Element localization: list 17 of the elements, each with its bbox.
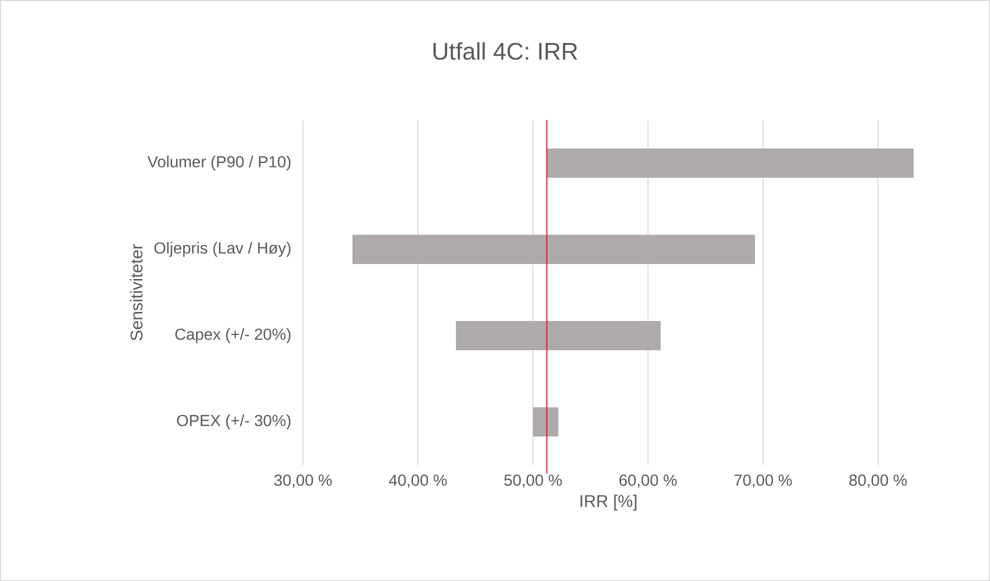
- bar: [533, 407, 558, 437]
- y-axis-title: Sensitiviteter: [130, 244, 143, 340]
- y-tick-label: Oljepris (Lav / Høy): [154, 242, 290, 257]
- bar: [456, 320, 661, 350]
- y-tick-label: OPEX (+/- 30%): [177, 414, 290, 430]
- chart-title: Utfall 4C: IRR: [434, 42, 578, 60]
- y-tick-label: Capex (+/- 20%): [175, 328, 290, 344]
- x-tick-label: 30,00 %: [274, 474, 332, 488]
- x-tick-label: 70,00 %: [734, 474, 792, 488]
- bar: [546, 148, 914, 178]
- y-tick-label: Volumer (P90 / P10): [147, 156, 290, 171]
- x-tick-label: 60,00 %: [619, 474, 677, 488]
- bar: [352, 234, 755, 264]
- x-tick-label: 40,00 %: [389, 474, 447, 488]
- x-tick-label: 50,00 %: [504, 474, 562, 488]
- x-axis-title: IRR [%]: [580, 494, 636, 510]
- x-tick-label: 80,00 %: [849, 474, 907, 488]
